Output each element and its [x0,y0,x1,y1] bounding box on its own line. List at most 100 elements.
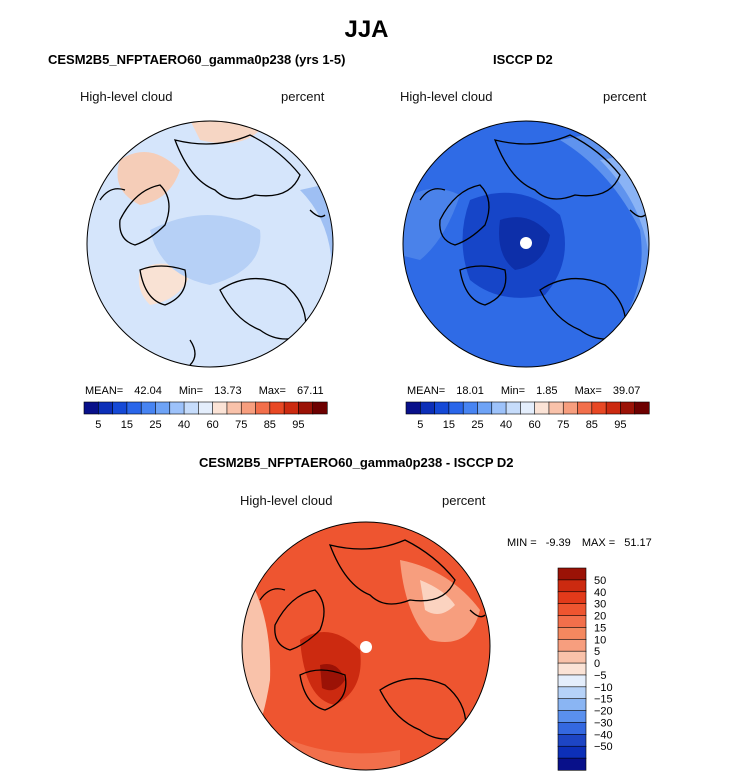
panel2-colorbar-tick-label: 15 [443,419,455,431]
panel2-colorbar-swatch [634,401,650,415]
panel1-colorbar-swatch [126,401,142,415]
panel3-colorbar-tick-label: 50 [594,575,606,587]
panel3-colorbar-tick-label: −20 [594,706,613,718]
panel2-colorbar-tick-label: 60 [529,419,541,431]
panel1-colorbar-swatch [198,401,214,415]
panel1-map [86,120,334,368]
panel3-colorbar-tick-label: −5 [594,670,607,682]
panel2-colorbar-swatch [520,401,536,415]
panel2-colorbar-swatch [505,401,521,415]
panel2-colorbar-swatch [491,401,507,415]
panel1-colorbar-swatch [169,401,185,415]
panel1-units-label: percent [281,89,325,104]
panel3-colorbar-swatch [557,710,587,724]
panel3-colorbar-swatch [557,567,587,581]
panel2-colorbar-swatch [462,401,479,415]
panel1-colorbar-swatch [183,401,199,415]
panel3-colorbar-swatch [557,662,587,676]
panel3-colorbar-swatch [557,745,587,759]
panel1-colorbar: 5 15 25 40 60 75 85 95 [83,401,328,431]
panel3-min-label: MIN = [507,537,537,549]
panel3-colorbar-tick-label: −15 [594,694,613,706]
panel2-colorbar-swatch [620,401,636,415]
panel2-max-value: 39.07 [612,385,641,397]
panel3-colorbar-swatch [557,734,587,747]
panel1-colorbar-swatch [255,401,271,415]
panel1-colorbar-tick-label: 5 [95,419,101,431]
panel1-colorbar-tick-label: 60 [207,419,219,431]
panel2-colorbar-tick-label: 85 [586,419,598,431]
panel1-colorbar-tick-label: 15 [121,419,133,431]
panel1-variable-label: High-level cloud [80,89,173,104]
main-title: JJA [344,16,389,43]
panel3-colorbar-tick-label: 5 [594,646,600,658]
panel3-colorbar-swatch [557,579,587,593]
panel3-colorbar-tick-label: 0 [594,658,600,670]
panel1-stats: MEAN= 42.04 Min= 13.73 Max= 67.11 [85,385,324,397]
panel2-colorbar-swatch [577,401,593,415]
panel2-colorbar-tick-label: 5 [417,419,423,431]
panel2-colorbar-swatch [562,401,579,415]
panel1-colorbar-swatch [212,401,228,415]
panel2-colorbar-swatch [405,401,421,415]
panel1-mean-label: MEAN= [85,385,124,397]
panel3-max-value: 51.17 [624,537,652,549]
panel1-colorbar-swatch [312,401,328,415]
panel3-units-label: percent [442,493,486,508]
panel3-colorbar-tick-label: −50 [594,741,613,753]
panel1-colorbar-tick-label: 25 [149,419,161,431]
panel1-colorbar-swatch [140,401,157,415]
panel3-colorbar-swatch [557,722,587,735]
panel3-field-east-lowest [420,580,455,614]
panel3-colorbar-swatch [557,638,587,652]
panel2-variable-label: High-level cloud [400,89,493,104]
panel2-colorbar-swatch [434,401,450,415]
panel3-colorbar-tick-label: −30 [594,717,613,729]
panel1-min-label: Min= [178,385,204,397]
panel2-min-label: Min= [500,385,526,397]
panel3-colorbar-tick-label: 15 [594,622,606,634]
panel3-colorbar-swatch [557,603,587,617]
panel3-colorbar-swatch [557,591,587,605]
panel2-colorbar-tick-label: 75 [557,419,569,431]
panel3-pole-mask [360,641,372,653]
panel2-colorbar-swatch [419,401,436,415]
panel2-title: ISCCP D2 [493,52,553,67]
panel3-colorbar-swatch [557,615,587,629]
panel2-pole-mask [520,237,532,249]
panel3-colorbar-swatch [557,757,587,771]
panel1-title: CESM2B5_NFPTAERO60_gamma0p238 (yrs 1-5) [48,52,346,67]
panel1-colorbar-swatch [97,401,114,415]
panel1-colorbar-swatch [83,401,99,415]
panel3-colorbar-swatch [557,698,587,712]
panel1-colorbar-swatch [240,401,257,415]
panel2-units-label: percent [603,89,647,104]
panel3-colorbar-swatch [557,627,587,640]
panel2-map-border [402,120,650,368]
panel1-colorbar-tick-label: 40 [178,419,190,431]
panel2-max-label: Max= [574,385,602,397]
panel1-colorbar-swatch [155,401,171,415]
panel3-map [241,521,491,771]
panel3-variable-label: High-level cloud [240,493,333,508]
panel1-field-positive-anomaly [117,152,180,205]
panel3-max-label: MAX = [581,537,616,549]
panel3-colorbar-swatch [557,686,587,700]
panel3-colorbar-tick-label: 40 [594,587,606,599]
panel1-max-value: 67.11 [296,385,324,397]
panel1-max-label: Max= [258,385,286,397]
panel1-colorbar-tick-label: 75 [235,419,247,431]
panel1-field-greenland-high [138,263,190,305]
panel1-colorbar-swatch [269,401,285,415]
panel1-mean-value: 42.04 [134,385,162,397]
panel2-colorbar-tick-label: 25 [471,419,483,431]
panel3-colorbar-swatch [557,650,587,664]
panel1-colorbar-swatch [298,401,314,415]
panel2-colorbar-swatch [548,401,564,415]
panel1-colorbar-swatch [226,401,242,415]
panel2-colorbar-swatch [605,401,622,415]
panel3-min-value: -9.39 [545,537,571,549]
panel2-map [402,120,650,368]
panel2-stats: MEAN= 18.01 Min= 1.85 Max= 39.07 [407,385,640,397]
